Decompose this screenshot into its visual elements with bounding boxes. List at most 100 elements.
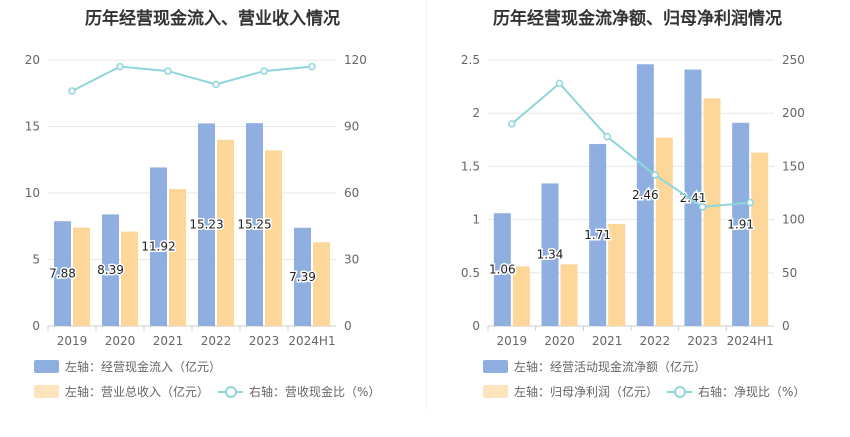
left-axis-tick-label: 15 <box>25 120 40 134</box>
bar-series-2 <box>121 231 138 326</box>
legend-item[interactable]: 右轴：营收现金比（%） <box>218 383 380 400</box>
bar-series-1 <box>246 123 263 326</box>
legend-label: 左轴：归母净利润（亿元） <box>514 385 659 399</box>
data-label: 1.91 <box>727 217 754 231</box>
line-point <box>68 87 76 95</box>
right-axis-tick-label: 150 <box>782 159 805 173</box>
line-point <box>308 62 316 71</box>
legend-item[interactable]: 左轴：归母净利润（亿元） <box>483 383 658 400</box>
left-axis-tick-label: 0 <box>32 319 40 333</box>
legend-item[interactable]: 左轴：经营现金流入（亿元） <box>34 358 221 375</box>
left-axis-tick-label: 2 <box>472 106 480 120</box>
right-axis-tick-label: 100 <box>782 213 805 227</box>
data-label: 2.41 <box>680 191 707 205</box>
bar-series-1 <box>684 69 702 327</box>
left-axis-tick-label: 5 <box>32 253 40 267</box>
x-axis-tick-label: 2024H1 <box>288 334 335 348</box>
bar-series-1 <box>589 144 607 326</box>
bar-series-2 <box>265 150 282 326</box>
right-axis-tick-label: 30 <box>344 253 359 267</box>
legend-line-icon <box>667 385 692 398</box>
left-axis-tick-label: 10 <box>25 186 40 200</box>
chart-title: 历年经营现金流入、营业收入情况 <box>85 9 340 29</box>
right-axis-tick-label: 50 <box>782 266 797 280</box>
legend-item[interactable]: 右轴：净现比（%） <box>667 383 805 400</box>
bar-series-1 <box>198 123 215 326</box>
bar-series-2 <box>703 98 721 326</box>
x-axis-tick-label: 2020 <box>544 334 575 348</box>
legend-label: 左轴：营业总收入（亿元） <box>65 385 210 399</box>
line-point <box>603 132 611 141</box>
bar-series-2 <box>512 266 530 326</box>
x-axis-tick-label: 2024H1 <box>727 334 774 348</box>
left-axis-tick-label: 1 <box>472 213 480 227</box>
x-axis-tick-label: 2019 <box>57 334 88 348</box>
right-axis-tick-label: 120 <box>344 53 367 67</box>
bar-series-2 <box>608 223 626 326</box>
left-axis-tick-label: 0 <box>472 319 480 333</box>
data-label: 1.71 <box>584 228 611 242</box>
line-point <box>508 120 516 128</box>
x-axis-tick-label: 2022 <box>640 334 671 348</box>
bar-series-1 <box>732 122 750 326</box>
x-axis-tick-label: 2020 <box>105 334 136 348</box>
data-label: 8.39 <box>97 263 124 277</box>
chart-canvas: 0 0.5 1 1.5 2 2.5 0 50 100 150 200 250 2019 1.06 2020 1… <box>461 53 805 348</box>
bar-series-2 <box>751 152 769 326</box>
data-label: 7.88 <box>49 267 76 281</box>
right-axis-tick-label: 0 <box>782 319 790 333</box>
x-axis-tick-label: 2019 <box>497 334 528 348</box>
bar-series-2 <box>560 264 578 326</box>
legend-item[interactable]: 左轴：经营活动现金流净额（亿元） <box>483 358 706 375</box>
x-axis-tick-label: 2022 <box>201 334 232 348</box>
bar-series-1 <box>636 64 654 327</box>
bar-series-2 <box>217 139 234 326</box>
bar-series-1 <box>102 214 119 326</box>
data-label: 2.46 <box>632 188 659 202</box>
legend-line-icon <box>218 385 243 398</box>
line-point <box>212 80 220 89</box>
bar-series-2 <box>655 137 673 326</box>
chart-panel-net-cash-flow: 历年经营现金流净额、归母净利润情况 0 0.5 1 1.5 2 2.5 0 50 100 150 2… <box>425 0 850 437</box>
data-label: 15.25 <box>237 218 271 232</box>
legend-label: 左轴：经营现金流入（亿元） <box>65 360 222 374</box>
left-axis-tick-label: 1.5 <box>461 159 480 173</box>
left-axis-tick-label: 2.5 <box>461 53 480 67</box>
line-point <box>698 203 707 211</box>
bar-series-1 <box>54 221 71 326</box>
data-label: 7.39 <box>289 270 316 284</box>
x-axis-tick-label: 2021 <box>592 334 623 348</box>
bar-series-2 <box>73 227 90 326</box>
data-label: 1.06 <box>489 263 516 277</box>
line-point <box>116 62 124 71</box>
x-axis-tick-label: 2023 <box>687 334 718 348</box>
legend-label: 左轴：经营活动现金流净额（亿元） <box>514 360 707 374</box>
x-axis-tick-label: 2021 <box>153 334 184 348</box>
legend-swatch <box>34 360 59 373</box>
right-axis-tick-label: 90 <box>344 120 359 134</box>
bar-series-2 <box>169 189 186 326</box>
legend-label: 右轴：营收现金比（%） <box>249 385 381 399</box>
panel-divider <box>426 0 427 410</box>
left-axis-tick-label: 0.5 <box>461 266 480 280</box>
legend-swatch <box>34 385 59 398</box>
bar-series-1 <box>294 227 311 326</box>
bar-series-2 <box>313 242 330 326</box>
chart-panel-cash-inflow: 历年经营现金流入、营业收入情况 0 5 10 15 20 0 30 60 90 120 2019 7.… <box>25 9 381 400</box>
legend-swatch <box>483 360 508 373</box>
data-label: 15.23 <box>189 218 223 232</box>
right-axis-tick-label: 0 <box>344 319 352 333</box>
line-point <box>651 171 659 179</box>
legend-item[interactable]: 左轴：营业总收入（亿元） <box>34 383 209 400</box>
bar-series-1 <box>541 183 559 326</box>
right-axis-tick-label: 60 <box>344 186 359 200</box>
x-axis-tick-label: 2023 <box>249 334 280 348</box>
line-point <box>164 67 172 75</box>
line-series <box>71 65 313 92</box>
right-axis-tick-label: 250 <box>782 53 805 67</box>
line-series <box>511 82 751 208</box>
line-point <box>260 67 268 75</box>
legend-label: 右轴：净现比（%） <box>698 385 806 399</box>
left-axis-tick-label: 20 <box>25 53 40 67</box>
chart-canvas: 0 5 10 15 20 0 30 60 90 120 2019 7.88 2020 8.39 2021 11… <box>25 53 367 348</box>
